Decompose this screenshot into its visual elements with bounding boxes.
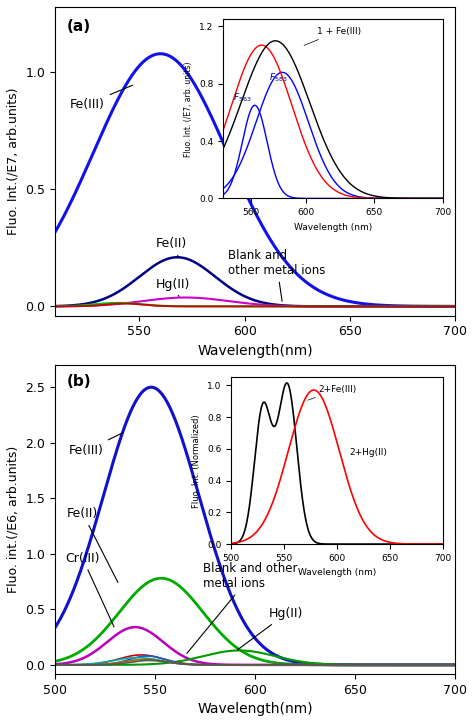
Text: Fe(II): Fe(II) (156, 236, 188, 257)
Text: Blank and other
metal ions: Blank and other metal ions (187, 562, 298, 654)
Text: Hg(II): Hg(II) (237, 607, 303, 650)
Text: (a): (a) (67, 20, 91, 34)
Text: (b): (b) (67, 375, 92, 389)
X-axis label: Wavelength(nm): Wavelength(nm) (197, 702, 313, 716)
Text: Fe(III): Fe(III) (70, 85, 133, 111)
Y-axis label: Fluo. Int.(/E7, arb.units): Fluo. Int.(/E7, arb.units) (7, 87, 20, 235)
Text: Hg(II): Hg(II) (156, 278, 191, 296)
Text: Fe(III): Fe(III) (69, 433, 123, 457)
Text: Fe(II): Fe(II) (67, 507, 118, 583)
Text: Blank and
other metal ions: Blank and other metal ions (228, 249, 325, 301)
Text: Cr(III): Cr(III) (65, 552, 114, 627)
Y-axis label: Fluo. int.(/E6, arb.units): Fluo. int.(/E6, arb.units) (7, 446, 20, 593)
X-axis label: Wavelength(nm): Wavelength(nm) (197, 344, 313, 358)
